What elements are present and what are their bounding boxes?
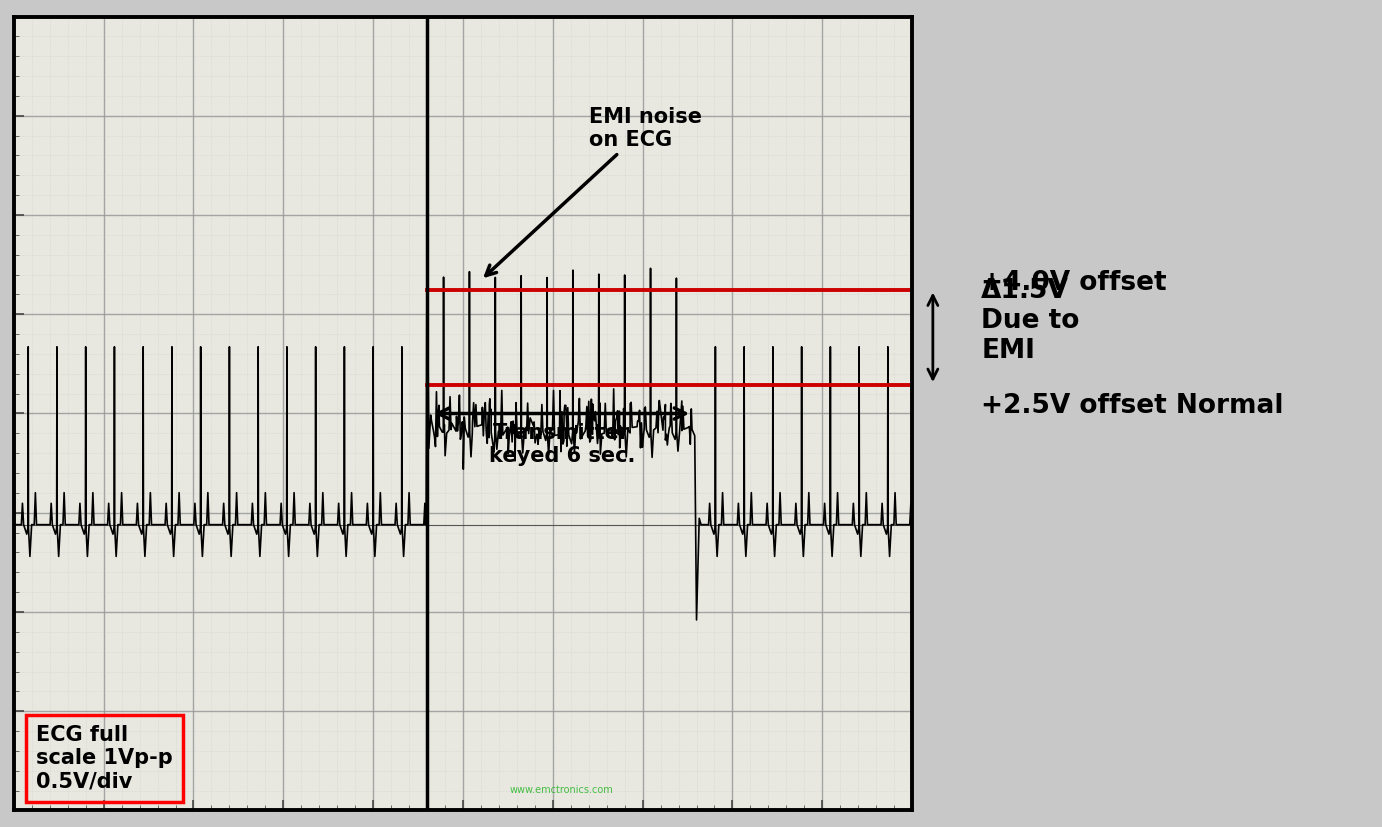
Text: +2.5V offset Normal: +2.5V offset Normal: [981, 393, 1284, 418]
Text: Transmitter
keyed 6 sec.: Transmitter keyed 6 sec.: [489, 423, 634, 466]
Text: Δ1.5V
Due to
EMI: Δ1.5V Due to EMI: [981, 278, 1079, 364]
Text: ECG full
scale 1Vp-p
0.5V/div: ECG full scale 1Vp-p 0.5V/div: [36, 725, 173, 791]
Text: +4.0V offset: +4.0V offset: [981, 270, 1166, 296]
Text: www.emctronics.com: www.emctronics.com: [510, 785, 614, 795]
Text: EMI noise
on ECG: EMI noise on ECG: [486, 107, 702, 275]
